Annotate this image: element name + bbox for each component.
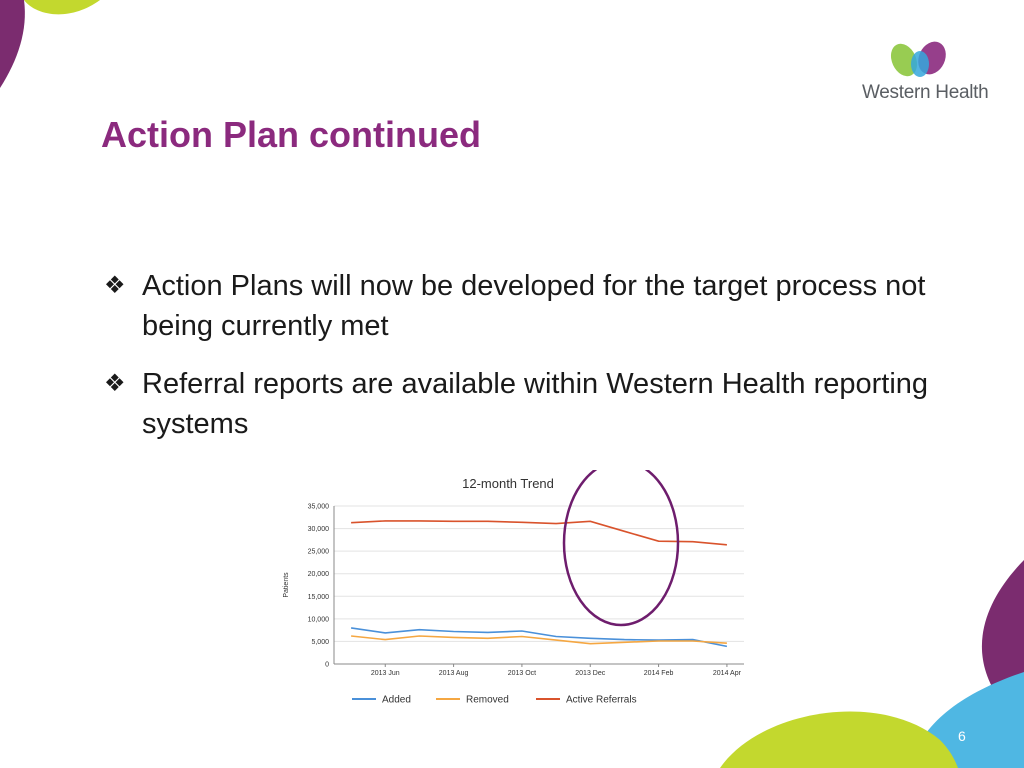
page-number: 6 — [958, 728, 966, 744]
y-tick-label: 5,000 — [311, 639, 329, 646]
x-tick-label: 2013 Oct — [508, 670, 536, 677]
bullet-item: ❖ Action Plans will now be developed for… — [104, 266, 944, 346]
top-left-green-shape — [24, 0, 100, 15]
trend-chart: 12-month Trend Patients 0 5,000 10,000 15,0… — [272, 459, 752, 715]
bottom-right-purple-shape — [981, 560, 1024, 700]
trend-chart-svg: 12-month Trend Patients 0 5,000 10,000 15,0… — [283, 459, 744, 706]
y-tick-label: 25,000 — [308, 549, 330, 556]
logo-text: Western Health — [862, 82, 989, 103]
x-tick-label: 2013 Jun — [371, 670, 400, 677]
x-tick-label: 2014 Apr — [713, 670, 742, 677]
chart-series — [350, 520, 728, 648]
bottom-green-shape — [720, 711, 958, 768]
y-tick-label: 20,000 — [308, 571, 330, 578]
y-tick-label: 30,000 — [308, 526, 330, 533]
y-tick-label: 15,000 — [308, 594, 330, 601]
series-line-added — [350, 627, 728, 648]
diamond-bullet-icon: ❖ — [104, 370, 126, 397]
bullet-text: Referral reports are available within We… — [142, 368, 929, 440]
chart-legend: Added Removed Active Referrals — [352, 695, 637, 706]
legend-label: Added — [382, 695, 411, 706]
bullet-list: ❖ Action Plans will now be developed for… — [104, 266, 944, 462]
slide-title: Action Plan continued — [101, 114, 482, 155]
legend-label: Removed — [466, 695, 509, 706]
y-tick-label: 10,000 — [308, 616, 330, 623]
diamond-bullet-icon: ❖ — [104, 272, 126, 299]
y-axis-ticks: 0 5,000 10,000 15,000 20,000 25,000 30,000 35,0… — [308, 504, 330, 669]
y-axis-label: Patients — [283, 572, 290, 598]
legend-label: Active Referrals — [566, 695, 637, 706]
x-tick-label: 2013 Dec — [575, 670, 605, 677]
top-left-purple-shape — [0, 0, 25, 88]
x-tick-label: 2014 Feb — [644, 670, 674, 677]
x-tick-label: 2013 Aug — [439, 670, 469, 677]
series-line-removed — [351, 635, 727, 645]
series-line-active-referrals — [351, 520, 727, 546]
y-tick-label: 0 — [325, 662, 329, 669]
bullet-item: ❖ Referral reports are available within … — [104, 364, 944, 444]
highlight-circle — [562, 459, 680, 627]
y-tick-label: 35,000 — [308, 504, 330, 511]
chart-title: 12-month Trend — [462, 476, 554, 491]
bullet-text: Action Plans will now be developed for t… — [142, 270, 926, 342]
x-axis-ticks: 2013 Jun 2013 Aug 2013 Oct 2013 Dec 2014 Feb… — [371, 664, 742, 677]
western-health-logo — [890, 41, 946, 77]
